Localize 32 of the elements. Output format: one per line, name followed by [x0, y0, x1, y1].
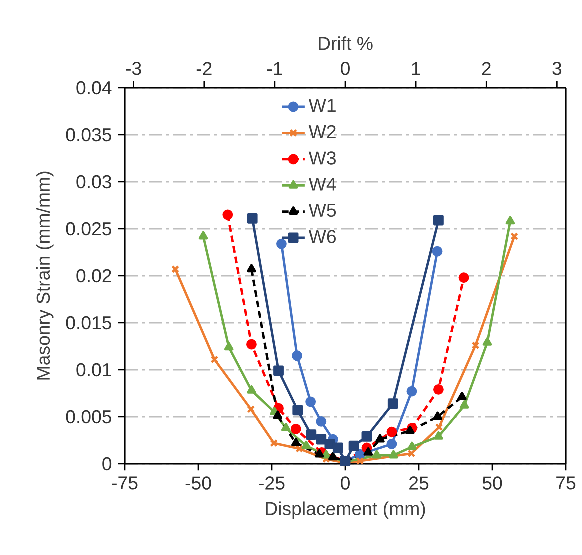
x2-tick-label: 1 — [412, 62, 420, 76]
x-tick-label: 25 — [410, 476, 429, 490]
legend-label: W3 — [308, 152, 336, 165]
x-axis-title: Displacement (mm) — [266, 502, 426, 520]
y-tick-label: 0.025 — [66, 222, 112, 236]
x-tick-label: 0 — [341, 476, 350, 490]
x-tick-label: 50 — [482, 476, 502, 490]
x2-tick-label: -3 — [126, 62, 142, 76]
y-tick-label: 0.005 — [66, 410, 112, 424]
y-tick-label: 0.02 — [76, 269, 112, 283]
y-tick-label: 0.015 — [66, 316, 112, 330]
x-tick-label: -25 — [259, 476, 285, 490]
x-tick-label: 75 — [556, 476, 576, 490]
x2-tick-label: 2 — [482, 62, 491, 76]
y-tick-label: 0.01 — [76, 363, 112, 377]
x2-tick-label: -1 — [267, 62, 282, 76]
x2-tick-label: 3 — [552, 62, 562, 76]
legend-label: W5 — [308, 204, 336, 218]
x-tick-label: -75 — [112, 476, 138, 490]
y-axis-title: Masonry Strain (mm/mm) — [36, 172, 54, 380]
y-tick-label: 0 — [102, 457, 112, 471]
x2-axis-title: Drift % — [319, 36, 373, 50]
x2-tick-label: -2 — [196, 62, 212, 76]
legend-label: W4 — [308, 178, 336, 191]
y-tick-label: 0.035 — [66, 128, 112, 142]
x-tick-label: -50 — [186, 476, 212, 490]
y-tick-label: 0.04 — [76, 81, 112, 95]
legend-label: W6 — [308, 230, 336, 244]
y-tick-label: 0.03 — [76, 175, 112, 189]
legend-label: W2 — [308, 125, 336, 138]
x2-tick-label: 0 — [341, 62, 350, 76]
legend-label: W1 — [308, 99, 336, 112]
